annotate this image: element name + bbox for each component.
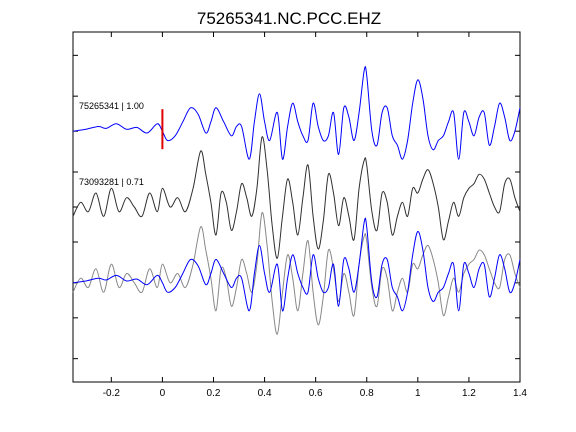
x-tick-label: 1.4	[513, 388, 527, 399]
x-tick-label: 1.2	[462, 388, 476, 399]
trace-line-3	[72, 217, 521, 312]
trace-line-0	[72, 66, 521, 160]
x-tick-label: -0.2	[103, 388, 121, 399]
plot-frame	[72, 31, 521, 383]
x-tick-label: 0	[160, 388, 166, 399]
x-tick-label: 0.2	[207, 388, 221, 399]
chart-title: 75265341.NC.PCC.EHZ	[197, 9, 381, 28]
trace-group	[72, 66, 521, 335]
x-tick-label: 0.4	[258, 388, 272, 399]
x-tick-label: 0.8	[360, 388, 374, 399]
trace-line-2	[72, 212, 521, 335]
x-tick-label: 0.6	[309, 388, 323, 399]
trace-label-1: 73093281 | 0.71	[79, 177, 144, 187]
trace-line-1	[72, 136, 521, 259]
x-tick-label: 1	[415, 388, 421, 399]
trace-label-0: 75265341 | 1.00	[79, 101, 144, 111]
trace-labels: 75265341 | 1.00 73093281 | 0.71	[79, 101, 144, 187]
x-axis-ticks: -0.2 0 0.2 0.4 0.6 0.8 1 1.2 1.4	[103, 32, 527, 399]
